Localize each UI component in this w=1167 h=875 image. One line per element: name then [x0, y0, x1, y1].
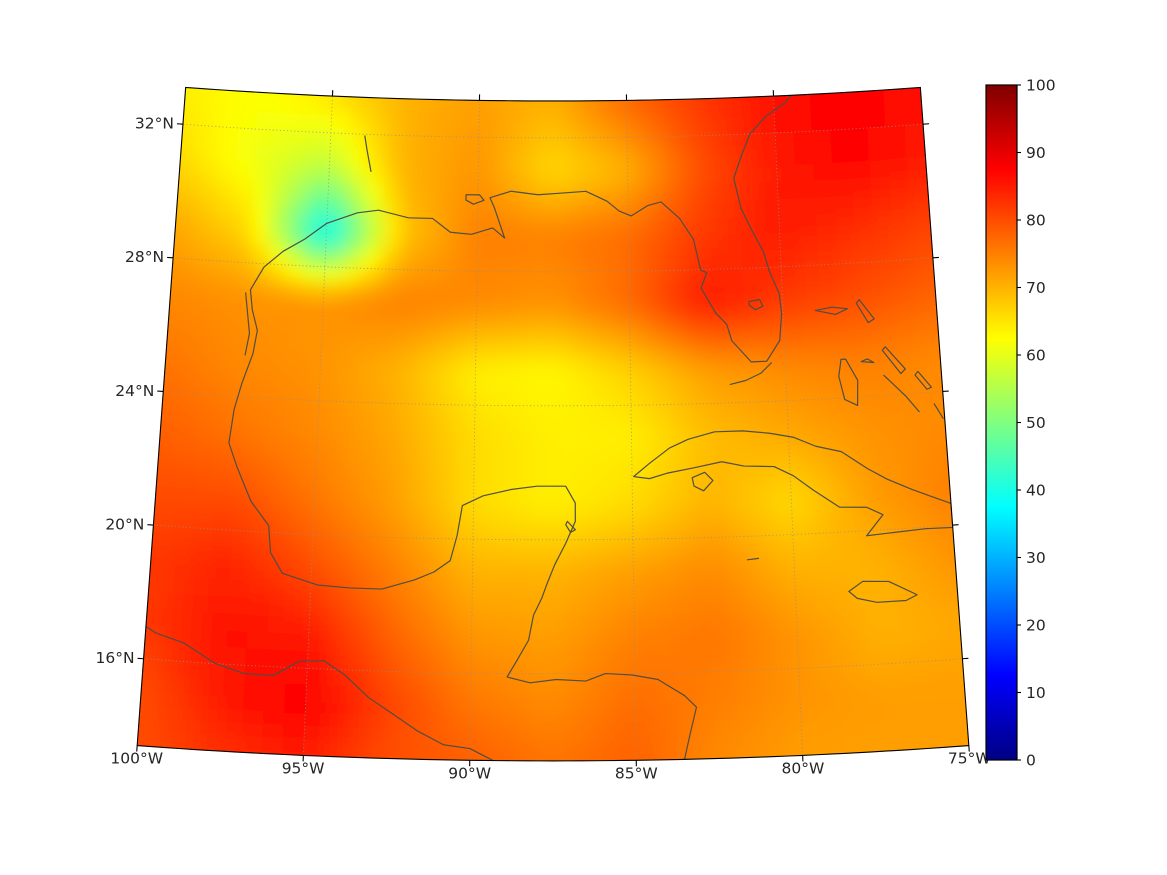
coastline-cat-island — [914, 370, 933, 390]
coastline-cayman — [746, 557, 760, 561]
coastline-long-island-bahamas — [933, 403, 944, 419]
lon-tick-label: 90°W — [448, 764, 491, 782]
coastline-andros — [838, 358, 859, 407]
gridlines-layer — [143, 96, 963, 761]
gridline-lat-28 — [173, 257, 933, 273]
coastline-cozumel — [565, 520, 576, 533]
coastline-eleuthera — [881, 346, 906, 375]
lat-tick-label: 32°N — [135, 115, 174, 133]
colorbar-tick-label: 30 — [1026, 549, 1046, 567]
lon-tick-label: 75°W — [948, 750, 991, 768]
map-border — [136, 86, 970, 762]
colorbar-gradient — [986, 85, 1017, 760]
colorbar-tick-label: 40 — [1026, 482, 1046, 500]
coastline-padre-lagoon — [244, 292, 251, 356]
coastline-okeechobee — [748, 298, 764, 311]
gridline-lat-20 — [153, 524, 953, 541]
coastline-na-gulf-atlantic — [228, 87, 806, 574]
lon-tick-label: 95°W — [282, 759, 325, 777]
lat-tick-label: 28°N — [125, 248, 164, 266]
colorbar-tick-label: 90 — [1026, 144, 1046, 162]
lon-tick-label: 100°W — [110, 750, 163, 768]
colorbar-tick-label: 60 — [1026, 347, 1046, 365]
colorbar-tick-label: 80 — [1026, 212, 1046, 230]
heatmap-layer — [137, 87, 969, 761]
colorbar-tick-label: 50 — [1026, 414, 1046, 432]
colorbar-tick-label: 0 — [1026, 752, 1036, 770]
lon-tick-label: 85°W — [615, 764, 658, 782]
colorbar: 0 10 20 30 40 50 60 70 80 90 100 — [985, 77, 1056, 770]
axis-tick-labels: 100°W 95°W 90°W 85°W 80°W 75°W 32°N 28°N 24°N 20°… — [96, 115, 991, 783]
lat-tick-label: 20°N — [105, 515, 144, 533]
lat-tick-label: 16°N — [96, 649, 135, 667]
gridline-lat-24 — [163, 391, 943, 407]
coastline-isla-juventud — [691, 471, 714, 492]
colorbar-tick-label: 20 — [1026, 617, 1046, 635]
coastline-florida-keys — [729, 362, 772, 385]
coastline-pacific-coast — [137, 613, 527, 761]
colorbar-tick-label: 70 — [1026, 279, 1046, 297]
coastline-toledo-bend — [364, 135, 372, 172]
coastline-mexico-yucatan-centralamerica — [281, 485, 698, 761]
colorbar-tick-label: 10 — [1026, 684, 1046, 702]
coastline-exuma-chain — [883, 374, 920, 413]
coastline-jamaica — [848, 580, 918, 603]
coastline-pontchartrain — [465, 194, 485, 205]
coastlines-layer — [137, 87, 954, 761]
lon-tick-label: 80°W — [781, 759, 824, 777]
coastline-grand-bahama — [814, 306, 849, 316]
coastline-new-providence — [860, 358, 875, 364]
lat-tick-label: 24°N — [115, 382, 154, 400]
colorbar-tick-label: 100 — [1026, 77, 1056, 95]
coastline-abaco — [855, 299, 875, 324]
map-frame — [136, 86, 970, 767]
